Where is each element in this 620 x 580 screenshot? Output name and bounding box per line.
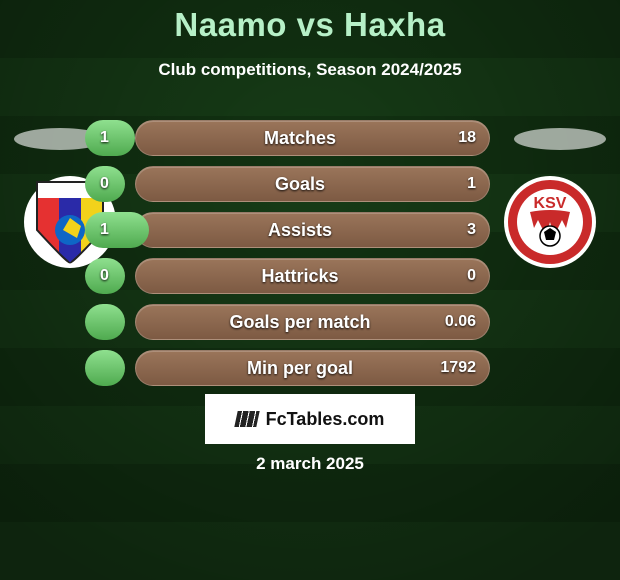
stat-row: 0 Goals 1 (110, 166, 490, 202)
stat-row: Goals per match 0.06 (110, 304, 490, 340)
stat-value-right: 1 (467, 166, 476, 202)
brand-label: FcTables.com (266, 409, 385, 430)
stat-row: 1 Assists 3 (110, 212, 490, 248)
stats-bars: 1 Matches 18 0 Goals 1 1 Assists 3 0 Hat… (110, 120, 490, 396)
stat-label: Goals (110, 166, 490, 202)
stat-value-left: 0 (100, 258, 109, 294)
brand-logo-icon (234, 411, 259, 427)
stat-label: Goals per match (110, 304, 490, 340)
date-label: 2 march 2025 (0, 454, 620, 474)
page-title: Naamo vs Haxha (0, 6, 620, 44)
stat-label: Min per goal (110, 350, 490, 386)
stat-value-left: 1 (100, 212, 109, 248)
stat-label: Matches (110, 120, 490, 156)
crest-right-svg: KSV (506, 178, 594, 266)
brand-box[interactable]: FcTables.com (205, 394, 415, 444)
widget-root: Naamo vs Haxha Club competitions, Season… (0, 0, 620, 580)
stat-row: 0 Hattricks 0 (110, 258, 490, 294)
stat-value-left: 1 (100, 120, 109, 156)
stat-label: Hattricks (110, 258, 490, 294)
stat-value-left: 0 (100, 166, 109, 202)
crest-right-text: KSV (534, 195, 567, 212)
club-crest-right: KSV (504, 176, 596, 268)
stat-value-right: 1792 (440, 350, 476, 386)
crest-shadow-right (514, 128, 606, 150)
stat-row: 1 Matches 18 (110, 120, 490, 156)
stat-value-right: 3 (467, 212, 476, 248)
page-subtitle: Club competitions, Season 2024/2025 (0, 60, 620, 80)
stat-row: Min per goal 1792 (110, 350, 490, 386)
stat-value-right: 18 (458, 120, 476, 156)
stat-label: Assists (110, 212, 490, 248)
stat-value-right: 0 (467, 258, 476, 294)
stat-value-right: 0.06 (445, 304, 476, 340)
